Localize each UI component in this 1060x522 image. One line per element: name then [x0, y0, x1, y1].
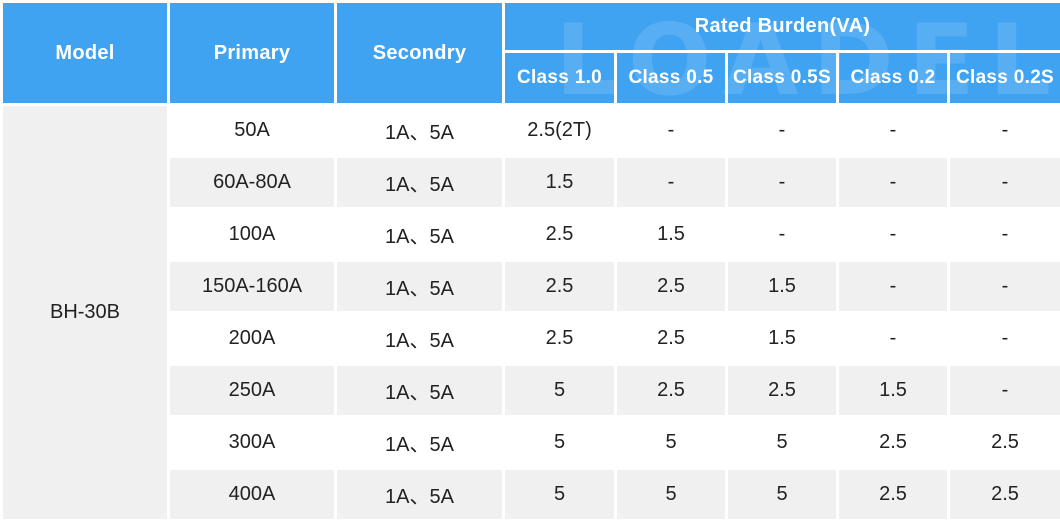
value-cell: -	[949, 365, 1060, 417]
primary-cell: 100A	[169, 209, 336, 261]
primary-cell: 300A	[169, 417, 336, 469]
value-cell: 2.5	[616, 313, 727, 365]
value-cell: 5	[727, 469, 838, 521]
value-cell: 2.5	[616, 261, 727, 313]
header-rated-burden: Rated Burden(VA)	[504, 2, 1060, 52]
primary-cell: 250A	[169, 365, 336, 417]
value-cell: 5	[504, 469, 616, 521]
header-class-0-2s: Class 0.2S	[949, 52, 1060, 105]
value-cell: -	[616, 105, 727, 157]
header-class-0-2: Class 0.2	[838, 52, 949, 105]
value-cell: 2.5	[949, 469, 1060, 521]
value-cell: -	[949, 261, 1060, 313]
value-cell: -	[949, 313, 1060, 365]
header-class-0-5: Class 0.5	[616, 52, 727, 105]
value-cell: -	[616, 157, 727, 209]
value-cell: 2.5(2T)	[504, 105, 616, 157]
value-cell: 1.5	[616, 209, 727, 261]
secondary-cell: 1A、5A	[336, 209, 504, 261]
value-cell: -	[949, 209, 1060, 261]
value-cell: -	[838, 209, 949, 261]
value-cell: 2.5	[949, 417, 1060, 469]
primary-cell: 150A-160A	[169, 261, 336, 313]
header-model: Model	[2, 2, 169, 105]
value-cell: 5	[616, 417, 727, 469]
value-cell: -	[838, 105, 949, 157]
secondary-cell: 1A、5A	[336, 469, 504, 521]
value-cell: 1.5	[838, 365, 949, 417]
value-cell: 2.5	[504, 209, 616, 261]
secondary-cell: 1A、5A	[336, 105, 504, 157]
table-row: BH-30B 50A 1A、5A 2.5(2T) - - - -	[2, 105, 1060, 157]
model-cell: BH-30B	[2, 105, 169, 521]
value-cell: 2.5	[838, 469, 949, 521]
value-cell: 2.5	[504, 313, 616, 365]
value-cell: 5	[504, 417, 616, 469]
secondary-cell: 1A、5A	[336, 157, 504, 209]
value-cell: -	[949, 105, 1060, 157]
primary-cell: 200A	[169, 313, 336, 365]
secondary-cell: 1A、5A	[336, 261, 504, 313]
value-cell: 2.5	[727, 365, 838, 417]
value-cell: 2.5	[616, 365, 727, 417]
value-cell: -	[727, 157, 838, 209]
header-class-0-5s: Class 0.5S	[727, 52, 838, 105]
primary-cell: 60A-80A	[169, 157, 336, 209]
value-cell: -	[949, 157, 1060, 209]
value-cell: -	[838, 261, 949, 313]
value-cell: 1.5	[727, 313, 838, 365]
value-cell: 1.5	[727, 261, 838, 313]
primary-cell: 400A	[169, 469, 336, 521]
value-cell: 5	[727, 417, 838, 469]
primary-cell: 50A	[169, 105, 336, 157]
value-cell: -	[838, 313, 949, 365]
header-primary: Primary	[169, 2, 336, 105]
header-class-1-0: Class 1.0	[504, 52, 616, 105]
value-cell: -	[838, 157, 949, 209]
secondary-cell: 1A、5A	[336, 313, 504, 365]
header-secondary: Secondry	[336, 2, 504, 105]
value-cell: 2.5	[504, 261, 616, 313]
value-cell: -	[727, 209, 838, 261]
value-cell: -	[727, 105, 838, 157]
value-cell: 5	[504, 365, 616, 417]
secondary-cell: 1A、5A	[336, 365, 504, 417]
secondary-cell: 1A、5A	[336, 417, 504, 469]
value-cell: 5	[616, 469, 727, 521]
value-cell: 2.5	[838, 417, 949, 469]
value-cell: 1.5	[504, 157, 616, 209]
